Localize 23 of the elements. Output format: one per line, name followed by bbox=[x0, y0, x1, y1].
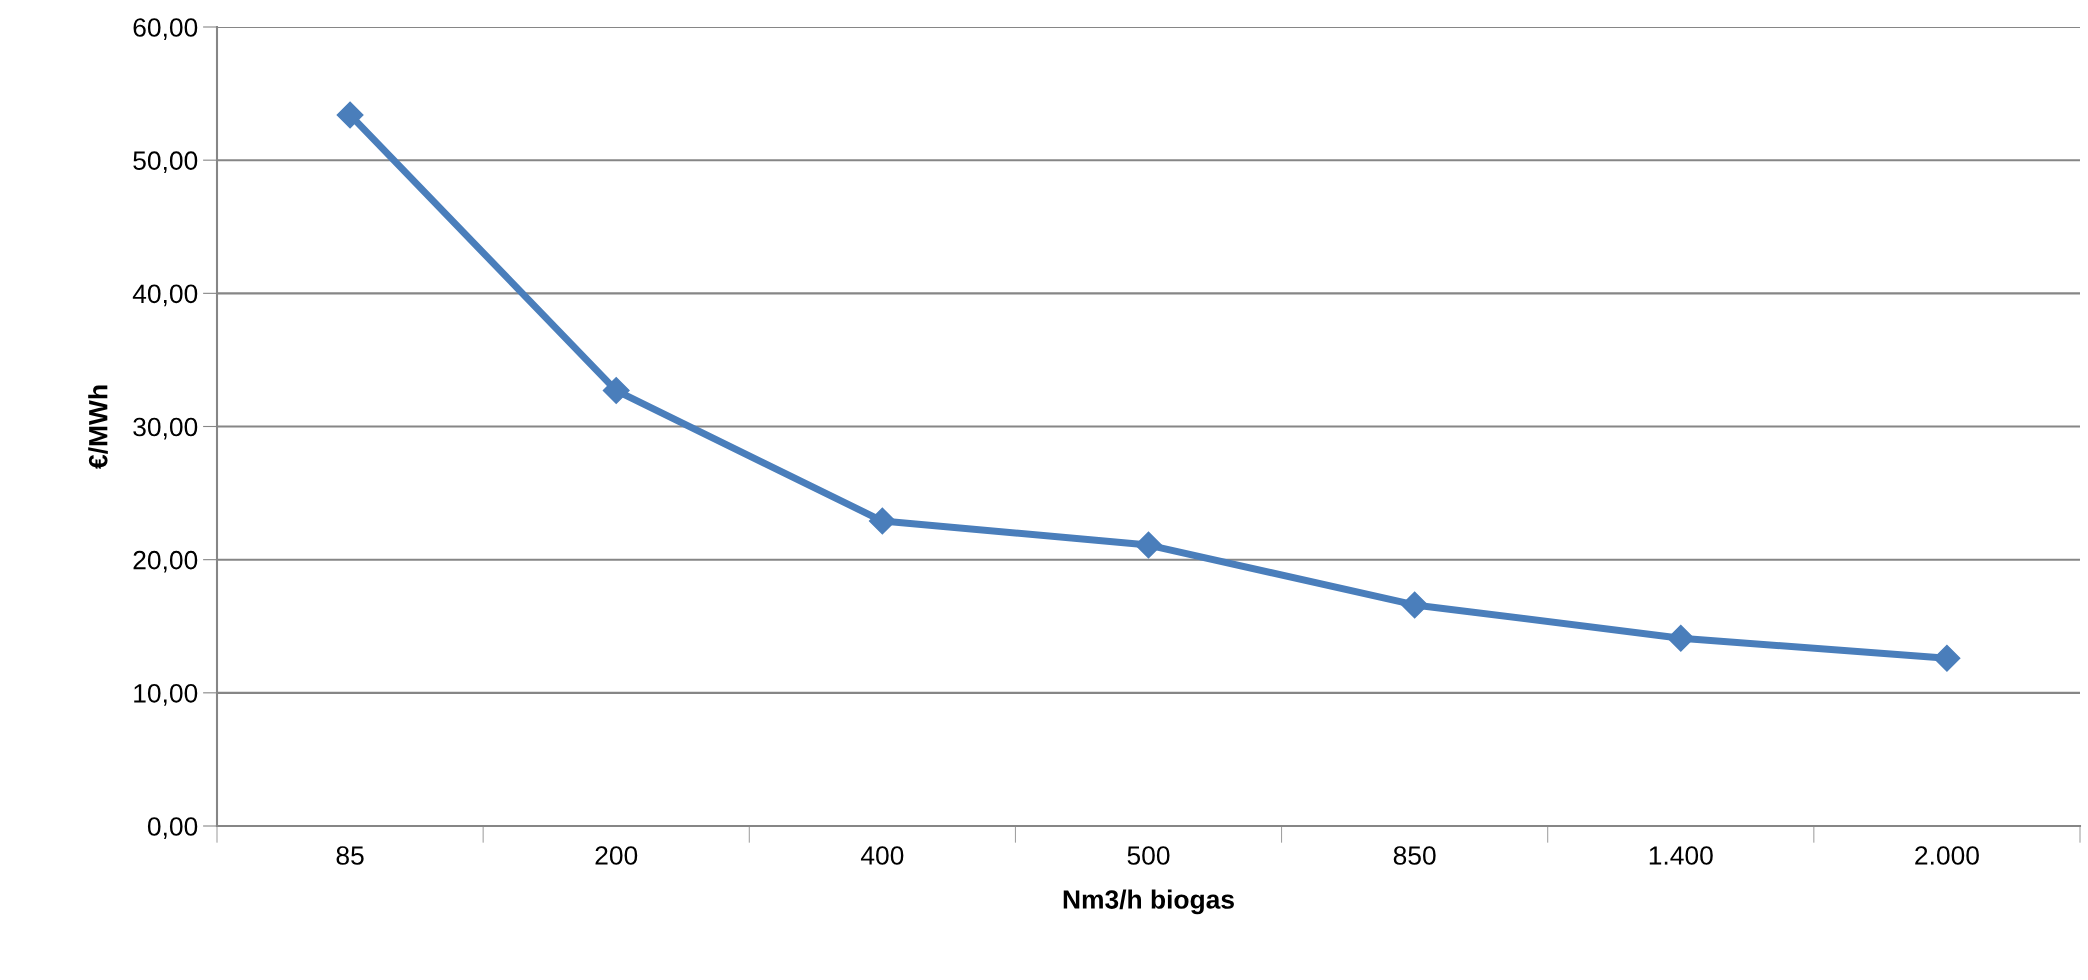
point bbox=[1933, 644, 1961, 672]
point bbox=[1401, 591, 1429, 619]
x-tick-label: 1.400 bbox=[1649, 846, 1713, 865]
y-tick-label: 0,00 bbox=[147, 817, 198, 839]
y-tick-label: 20,00 bbox=[133, 550, 198, 573]
point bbox=[1135, 531, 1162, 559]
point bbox=[602, 377, 630, 405]
y-tick-label: 10,00 bbox=[134, 683, 198, 706]
y-axis-title: €/MWh bbox=[88, 385, 108, 469]
y-tick-label: 60,00 bbox=[133, 18, 198, 40]
x-tick-label: 2.000 bbox=[1915, 846, 1979, 865]
point bbox=[336, 101, 364, 129]
y-tick-label: 30,00 bbox=[133, 417, 198, 440]
y-tick-label: 40,00 bbox=[132, 284, 198, 307]
x-tick-label: 500 bbox=[1127, 846, 1170, 865]
x-axis-title: Nm3/h biogas bbox=[1063, 889, 1234, 915]
x-tick-label: 850 bbox=[1393, 846, 1436, 865]
x-tick-label: 400 bbox=[860, 846, 904, 865]
y-tick-label: 50,00 bbox=[133, 151, 198, 174]
x-tick-label: 85 bbox=[336, 846, 364, 865]
x-tick-label: 200 bbox=[595, 846, 638, 865]
point bbox=[1667, 624, 1695, 652]
point bbox=[868, 507, 896, 535]
